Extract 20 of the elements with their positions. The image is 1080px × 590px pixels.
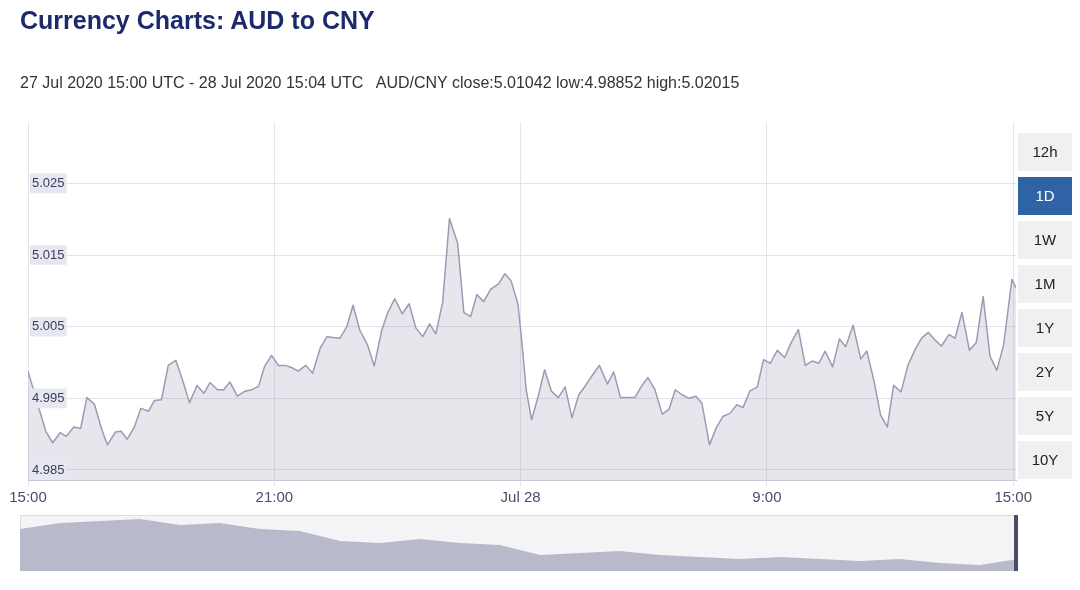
x-tick-label: 21:00	[255, 488, 294, 506]
x-tick-label: 15:00	[9, 488, 47, 506]
text: 1Y	[1018, 309, 1072, 347]
y-tick-label: 5.025	[32, 174, 65, 190]
chart-subtitle: 27 Jul 2020 15:00 UTC - 28 Jul 2020 15:04 UTC AUD/CNY close:5.01042 low:4.98852 high:5.02015	[20, 74, 740, 92]
chart-title: Currency Charts: AUD to CNY	[20, 6, 375, 35]
x-tick-label: Jul 28	[500, 488, 541, 506]
text: 1M	[1018, 265, 1072, 303]
text: 1W	[1018, 221, 1072, 259]
y-tick-label: 5.015	[32, 246, 65, 262]
text: 12h	[1018, 133, 1072, 171]
y-tick-label: 5.005	[32, 318, 65, 334]
y-tick-label: 4.995	[32, 389, 65, 405]
text: 1D	[1018, 177, 1072, 215]
text: 10Y	[1018, 441, 1072, 479]
x-tick-label: 9:00	[752, 488, 782, 506]
text: 5Y	[1018, 397, 1072, 435]
y-tick-label: 4.985	[32, 461, 65, 477]
x-tick-label: 15:00	[994, 488, 1033, 506]
text: 2Y	[1018, 353, 1072, 391]
